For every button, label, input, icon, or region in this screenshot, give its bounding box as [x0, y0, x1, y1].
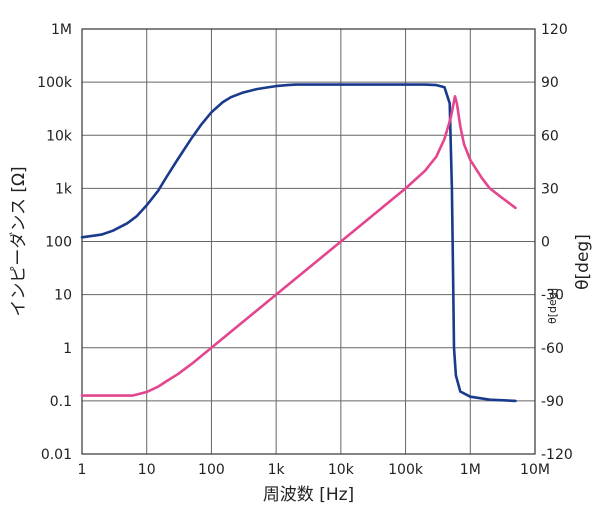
x-tick-label: 100 [198, 462, 225, 478]
y2-tick-label: 0 [541, 235, 550, 251]
y-tick-label: 0.1 [50, 394, 72, 410]
phase-series-line [80, 95, 517, 397]
y2-tick-label: 60 [541, 128, 559, 144]
plot-frame [81, 28, 536, 455]
y2-tick-label: -60 [541, 341, 564, 357]
series-layer [80, 83, 517, 403]
y2-axis-title: θ[deg] [573, 234, 593, 290]
y-tick-label: 0.01 [41, 447, 72, 463]
y-tick-label: 1M [51, 22, 72, 38]
x-tick-label: 1k [268, 462, 286, 478]
y-tick-label: 1 [63, 341, 72, 357]
y-axis-title: インピーダンス [Ω] [9, 166, 29, 316]
x-axis-title: 周波数 [Hz] [263, 485, 354, 505]
y-tick-label: 10k [46, 128, 73, 144]
x-tick-label: 10k [328, 462, 355, 478]
impedance-series-line [80, 83, 517, 403]
y-tick-label: 100 [45, 235, 72, 251]
y2-tick-label: 90 [541, 75, 559, 91]
x-tick-label: 10 [138, 462, 156, 478]
y-tick-label: 10 [54, 288, 72, 304]
y2-tick-label: 120 [541, 22, 568, 38]
y-tick-label: 100k [37, 75, 73, 91]
y2-tick-label: -90 [541, 394, 564, 410]
x-tick-label: 10M [520, 462, 550, 478]
x-tick-label: 1 [78, 462, 87, 478]
x-tick-label: 100k [388, 462, 424, 478]
y2-tick-label: -30 [541, 288, 564, 304]
tick-layer: 1 10 100 1k 10k 100k 1M 10M 0.01 0.1 1 10 100 1k 10k 10… [37, 22, 573, 478]
y2-tick-label: -120 [541, 447, 573, 463]
y-tick-label: 1k [55, 181, 73, 197]
y2-tick-label: 30 [541, 181, 559, 197]
y2-inner-label: θ[deg] [546, 288, 559, 324]
x-tick-label: 1M [460, 462, 481, 478]
